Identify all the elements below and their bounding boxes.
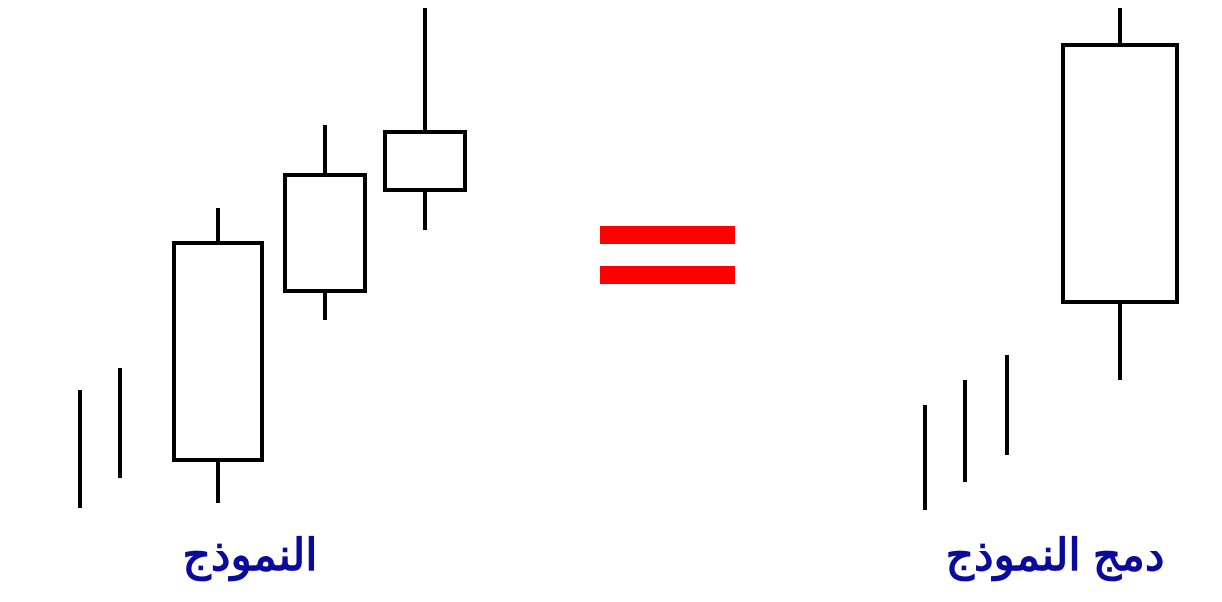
candle-left-0 (174, 208, 262, 503)
label-merged-pattern: دمج النموذج (444, 530, 1222, 581)
candlestick-diagram (0, 0, 1222, 602)
